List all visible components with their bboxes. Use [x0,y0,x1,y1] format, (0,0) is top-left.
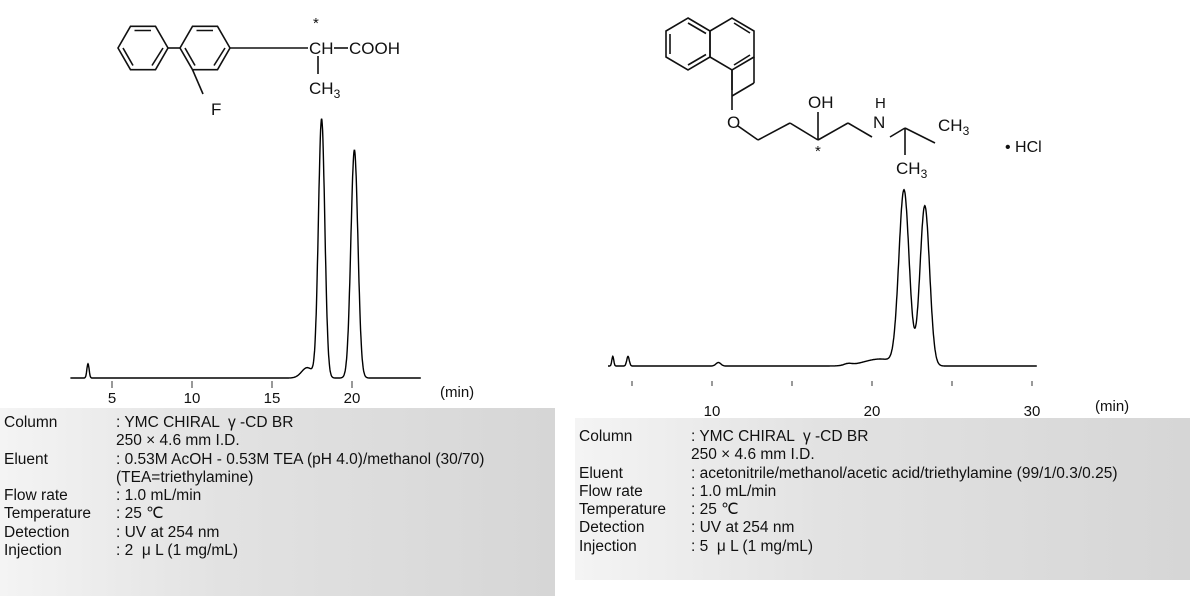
conditions-right: Column : YMC CHIRAL γ -CD BR 250 × 4.6 mm … [575,418,1190,580]
condition-row: Column : YMC CHIRAL γ -CD BR [0,414,555,432]
condition-value: : acetonitrile/methanol/acetic acid/trie… [691,464,1118,482]
condition-row: Column : YMC CHIRAL γ -CD BR [575,428,1190,446]
condition-value-cont: 250 × 4.6 mm I.D. [691,446,815,464]
chromatogram-left: 5 10 15 20 (min) [70,118,474,407]
condition-row: Injection : 2 μ L (1 mg/mL) [0,542,555,560]
chromatogram-trace [70,118,421,379]
condition-label: Column [579,428,633,445]
condition-row: Flow rate : 1.0 mL/min [575,483,1190,501]
hydroxyl-label: OH [808,93,834,112]
x-axis-unit: (min) [1095,398,1129,415]
condition-label: Injection [579,537,637,555]
condition-value: : 0.53M AcOH - 0.53M TEA (pH 4.0)/methan… [116,450,485,468]
condition-label: Eluent [579,464,623,482]
chiral-asterisk-right: * [815,143,821,160]
condition-label: Flow rate [579,482,643,500]
condition-label: Temperature [579,501,667,519]
cooh-label: COOH [349,39,400,58]
structure-right [665,17,936,155]
chiral-asterisk: * [313,15,319,32]
condition-row: Detection : UV at 254 nm [0,524,555,542]
x-axis-unit: (min) [440,384,474,401]
condition-row: Eluent : 0.53M AcOH - 0.53M TEA (pH 4.0)/… [0,451,555,469]
condition-value: : 1.0 mL/min [116,487,202,505]
condition-row: Injection : 5 μ L (1 mg/mL) [575,538,1190,556]
condition-row: Flow rate : 1.0 mL/min [0,487,555,505]
x-tick-label: 30 [1024,403,1041,420]
x-tick-label: 15 [264,390,281,407]
hcl-label: • HCl [1005,139,1042,156]
condition-label: Detection [4,523,70,541]
x-tick-label: 20 [344,390,361,407]
condition-label: Flow rate [4,487,68,505]
structure-left [117,25,348,95]
condition-label: Temperature [4,505,92,523]
chromatogram-right: 10 20 30 (min) [608,188,1129,420]
x-tick-label: 5 [108,390,116,407]
condition-value: : YMC CHIRAL γ -CD BR [116,414,294,431]
x-tick-label: 10 [184,390,201,407]
condition-value-cont: 250 × 4.6 mm I.D. [116,432,240,450]
condition-value: : 1.0 mL/min [691,482,777,500]
conditions-left: Column : YMC CHIRAL γ -CD BR 250 × 4.6 mm … [0,408,555,596]
condition-value: : 25 ℃ [116,505,164,523]
condition-value: : 5 μ L (1 mg/mL) [691,537,814,555]
condition-value: : 2 μ L (1 mg/mL) [116,542,239,560]
condition-value: : YMC CHIRAL γ -CD BR [691,428,869,445]
condition-label: Column [4,414,58,431]
condition-label: Injection [4,542,62,560]
ch3-label-a: CH3 [938,116,970,138]
x-tick-label: 10 [704,403,721,420]
condition-value: : UV at 254 nm [116,523,220,541]
amine-h-label: H [875,95,886,112]
condition-row: Detection : UV at 254 nm [575,519,1190,537]
chromatogram-trace [608,188,1037,367]
condition-row: Temperature : 25 ℃ [575,501,1190,519]
figure-canvas: F * CH COOH CH3 O OH * H N CH3 CH3 • HCl… [70,15,1129,420]
condition-row: Eluent : acetonitrile/methanol/acetic aci… [575,465,1190,483]
ch3-label: CH3 [309,79,341,101]
condition-row: Temperature : 25 ℃ [0,505,555,523]
condition-label: Detection [579,519,645,537]
amine-n-label: N [873,113,885,132]
ch-label: CH [309,39,334,58]
condition-value-cont: (TEA=triethylamine) [116,468,254,486]
oxygen-label: O [727,113,740,132]
fluorine-label: F [211,100,221,119]
condition-value: : UV at 254 nm [691,519,795,537]
condition-value: : 25 ℃ [691,501,739,519]
x-tick-label: 20 [864,403,881,420]
ch3-label-b: CH3 [896,159,928,181]
condition-label: Eluent [4,450,48,468]
